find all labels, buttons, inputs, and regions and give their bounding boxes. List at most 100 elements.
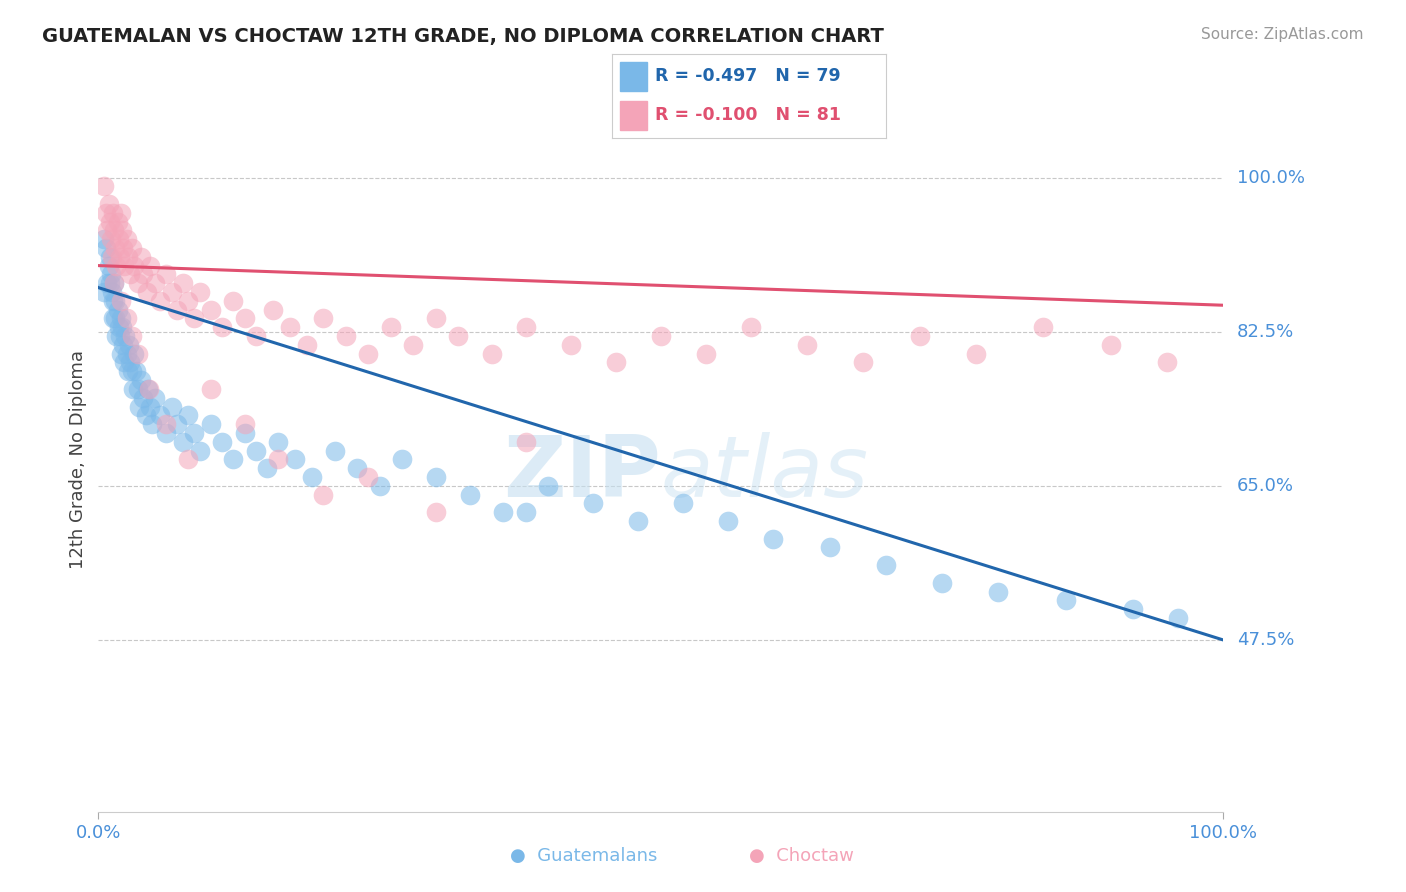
Point	[627, 514, 650, 528]
Text: R = -0.497   N = 79: R = -0.497 N = 79	[655, 68, 841, 86]
Text: 65.0%: 65.0%	[1237, 477, 1294, 495]
Point	[380, 320, 402, 334]
Point	[128, 400, 150, 414]
Point	[245, 329, 267, 343]
Point	[245, 443, 267, 458]
Point	[1099, 338, 1122, 352]
Point	[172, 434, 194, 449]
Point	[107, 302, 129, 317]
Point	[101, 250, 124, 264]
Text: ZIP: ZIP	[503, 432, 661, 515]
Point	[796, 338, 818, 352]
Point	[188, 443, 211, 458]
Point	[233, 425, 256, 440]
Point	[114, 329, 136, 343]
Point	[122, 382, 145, 396]
Point	[211, 434, 233, 449]
Point	[103, 223, 125, 237]
Point	[124, 346, 146, 360]
Point	[118, 268, 141, 282]
Point	[104, 293, 127, 308]
Point	[695, 346, 717, 360]
Point	[183, 425, 205, 440]
Text: atlas: atlas	[661, 432, 869, 515]
Point	[138, 382, 160, 396]
Point	[256, 461, 278, 475]
Point	[200, 382, 222, 396]
Point	[97, 259, 120, 273]
Point	[458, 487, 481, 501]
Point	[97, 197, 120, 211]
Text: ●  Choctaw: ● Choctaw	[749, 847, 853, 865]
Point	[129, 373, 152, 387]
Point	[115, 311, 138, 326]
Point	[278, 320, 301, 334]
Point	[127, 276, 149, 290]
Point	[425, 505, 447, 519]
Point	[447, 329, 470, 343]
Point	[875, 558, 897, 573]
Point	[143, 276, 166, 290]
Point	[605, 355, 627, 369]
Point	[93, 232, 115, 246]
Point	[96, 223, 118, 237]
Point	[391, 452, 413, 467]
Point	[127, 382, 149, 396]
Point	[121, 241, 143, 255]
Text: R = -0.100   N = 81: R = -0.100 N = 81	[655, 106, 841, 124]
Point	[117, 364, 139, 378]
Point	[98, 214, 121, 228]
Point	[762, 532, 785, 546]
Point	[183, 311, 205, 326]
Point	[96, 241, 118, 255]
Point	[492, 505, 515, 519]
Point	[124, 259, 146, 273]
Text: 82.5%: 82.5%	[1237, 323, 1295, 341]
Point	[112, 355, 135, 369]
Point	[101, 285, 124, 299]
Point	[515, 434, 537, 449]
Point	[139, 400, 162, 414]
Text: 100.0%: 100.0%	[1237, 169, 1305, 186]
Point	[110, 293, 132, 308]
Point	[166, 302, 188, 317]
Text: ●  Guatemalans: ● Guatemalans	[510, 847, 657, 865]
Point	[104, 241, 127, 255]
Point	[105, 329, 128, 343]
Point	[107, 232, 129, 246]
Point	[1156, 355, 1178, 369]
Point	[515, 320, 537, 334]
Point	[312, 311, 335, 326]
Point	[149, 293, 172, 308]
Point	[368, 479, 391, 493]
Point	[560, 338, 582, 352]
Point	[112, 338, 135, 352]
Point	[101, 293, 124, 308]
Bar	[620, 101, 647, 130]
Point	[155, 425, 177, 440]
Point	[402, 338, 425, 352]
Bar	[620, 62, 647, 91]
Point	[481, 346, 503, 360]
Point	[103, 276, 125, 290]
Point	[233, 417, 256, 431]
Point	[211, 320, 233, 334]
Point	[108, 250, 131, 264]
Point	[357, 346, 380, 360]
Point	[852, 355, 875, 369]
Point	[323, 443, 346, 458]
Point	[740, 320, 762, 334]
Point	[987, 584, 1010, 599]
Point	[200, 417, 222, 431]
Point	[1032, 320, 1054, 334]
Point	[166, 417, 188, 431]
Point	[357, 470, 380, 484]
Point	[121, 329, 143, 343]
Point	[98, 276, 121, 290]
Point	[110, 311, 132, 326]
Point	[93, 179, 115, 194]
Point	[107, 320, 129, 334]
Point	[124, 364, 146, 378]
Text: Source: ZipAtlas.com: Source: ZipAtlas.com	[1201, 27, 1364, 42]
Point	[172, 276, 194, 290]
